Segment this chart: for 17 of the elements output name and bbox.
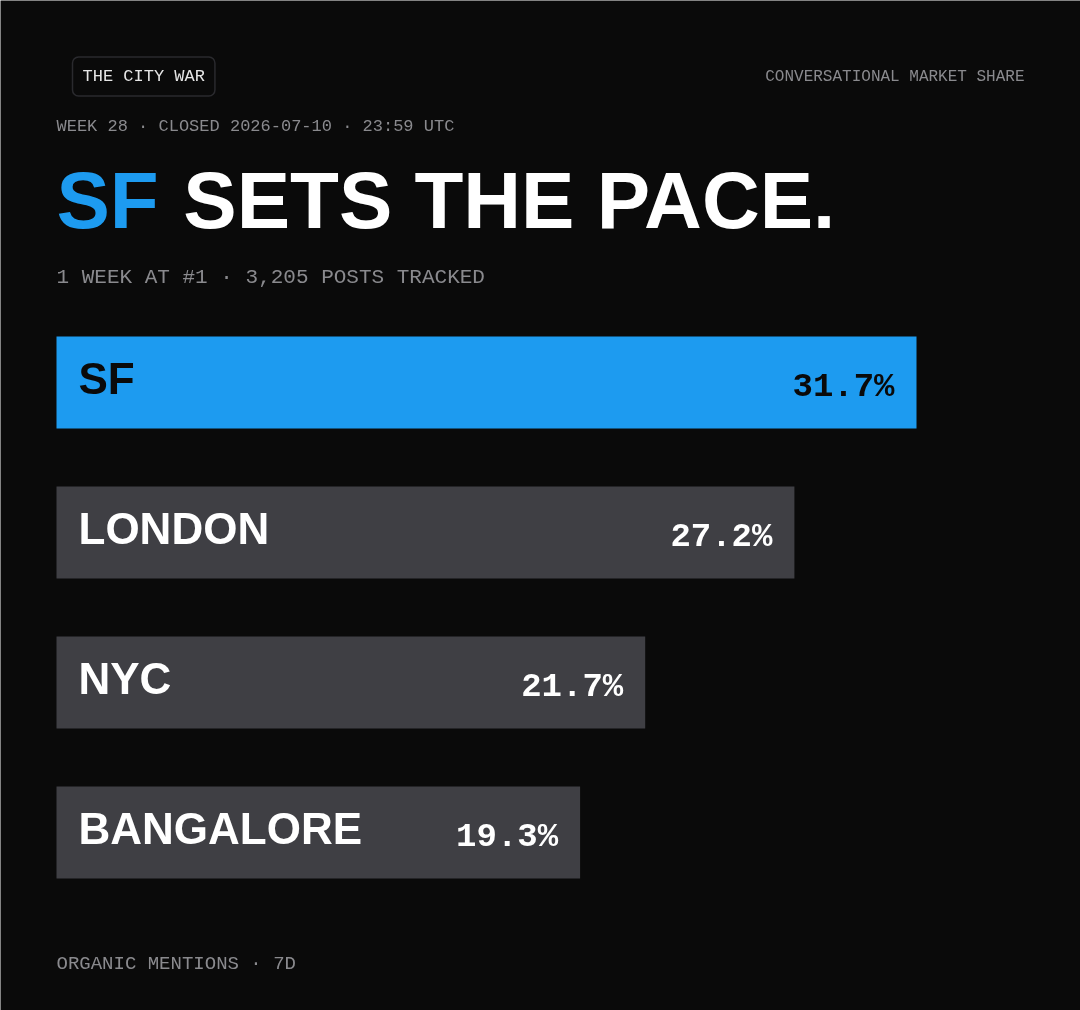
y-tick-label: SF xyxy=(78,354,135,403)
text: CONVERSATIONAL MARKET SHARE xyxy=(765,67,1025,86)
y-tick-label: BANGALORE xyxy=(78,804,363,853)
text: WEEK 28 · CLOSED 2026-07-10 · 23:59 UTC xyxy=(56,117,455,136)
data-label: 19.3% xyxy=(456,817,559,856)
data-label: 31.7% xyxy=(792,367,896,406)
text: ORGANIC MENTIONS · 7D xyxy=(56,952,296,975)
bar xyxy=(56,486,795,579)
text: THE CITY WAR xyxy=(82,67,205,86)
data-label: 21.7% xyxy=(521,667,624,706)
y-tick-label: NYC xyxy=(78,654,172,703)
y-tick-label: LONDON xyxy=(78,504,270,553)
chart-subtitle: 1 WEEK AT #1 · 3,205 POSTS TRACKED xyxy=(56,266,485,289)
bar xyxy=(56,636,646,729)
data-label: 27.2% xyxy=(670,517,774,556)
chart-title: SF SETS THE PACE. xyxy=(56,156,836,245)
bar xyxy=(56,336,917,429)
